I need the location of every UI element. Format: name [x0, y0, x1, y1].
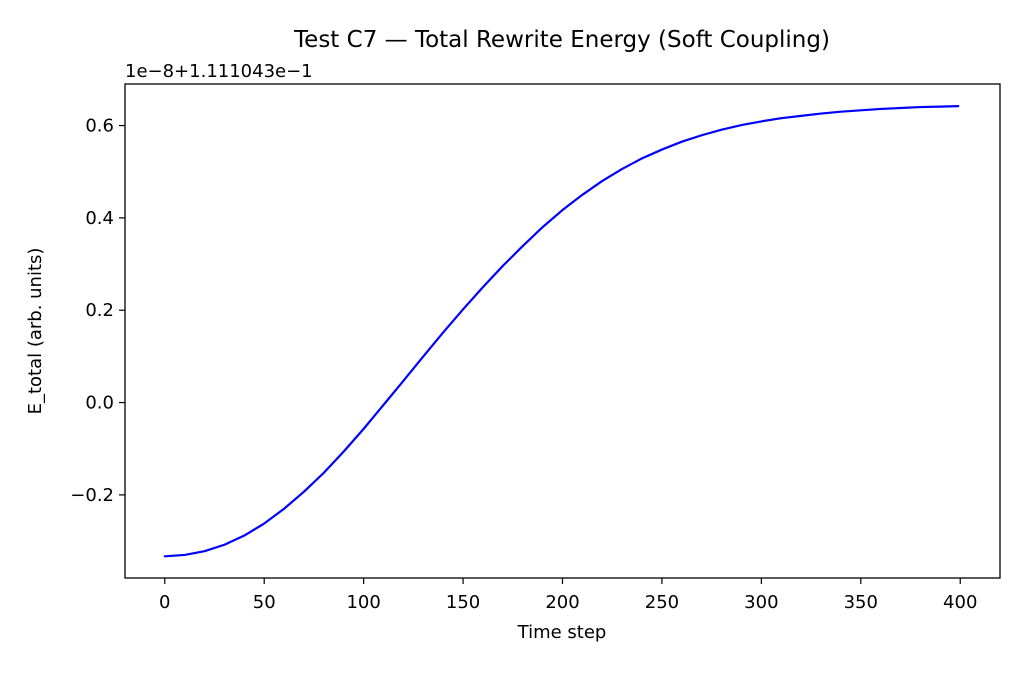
plot-area: [163, 105, 960, 558]
x-axis-ticks: 0 50 100 150 200 250 300 350 400: [159, 578, 977, 613]
x-axis-label: Time step: [517, 622, 607, 643]
x-tick-label: 350: [844, 592, 878, 613]
x-tick-label: 50: [253, 592, 276, 613]
y-tick-label: 0.4: [85, 208, 114, 229]
y-tick-label: −0.2: [70, 485, 114, 506]
x-tick-label: 150: [446, 592, 480, 613]
x-tick-label: 300: [744, 592, 778, 613]
x-tick-label: 250: [645, 592, 679, 613]
x-tick-label: 400: [943, 592, 977, 613]
chart-title: Test C7 — Total Rewrite Energy (Soft Cou…: [293, 27, 830, 53]
y-offset-label: 1e−8+1.111043e−1: [125, 61, 313, 82]
axes-frame: [124, 83, 1001, 579]
x-tick-label: 100: [346, 592, 380, 613]
y-axis-ticks: −0.2 0.0 0.2 0.4 0.6: [70, 116, 125, 506]
x-tick-label: 200: [545, 592, 579, 613]
y-axis-label: E_total (arb. units): [25, 248, 46, 415]
y-tick-label: 0.0: [85, 393, 114, 414]
x-tick-label: 0: [159, 592, 170, 613]
y-tick-label: 0.2: [85, 300, 114, 321]
series-line-0: [163, 105, 960, 558]
y-tick-label: 0.6: [85, 116, 114, 137]
